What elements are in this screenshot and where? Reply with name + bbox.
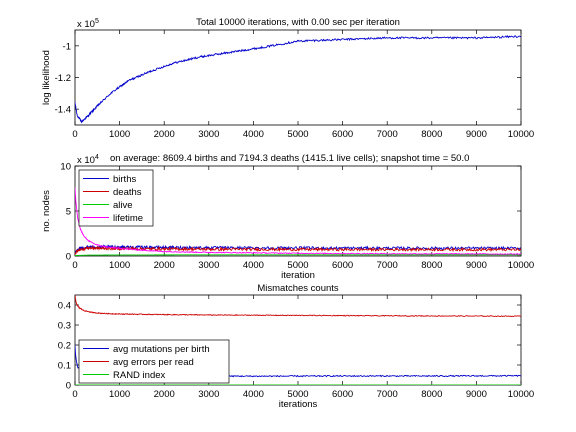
x-tick-label: 2000 [154, 389, 175, 400]
x-tick-label: 10000 [508, 389, 534, 400]
x-tick-label: 8000 [421, 260, 442, 271]
x-tick-label: 3000 [198, 260, 219, 271]
legend: births deaths alive lifetime [78, 169, 154, 227]
legend-label: lifetime [113, 213, 143, 224]
plot-area [74, 29, 522, 126]
x-tick-label: 9000 [466, 389, 487, 400]
y-tick-label: -1.2 [55, 73, 71, 84]
x-tick-label: 6000 [332, 129, 353, 140]
series-line-deaths [75, 245, 521, 256]
y-tick-label: 0.4 [58, 301, 71, 312]
x-tick-label: 4000 [243, 389, 264, 400]
x-tick-label: 4000 [243, 260, 264, 271]
x-tick-label: 8000 [421, 129, 442, 140]
chart-3: 0 1000 2000 3000 4000 5000 6000 7000 8000 9000 100… [58, 283, 534, 410]
axis-exponent: x 105 [77, 18, 99, 30]
x-tick-label: 1000 [109, 389, 130, 400]
series-line-alive [75, 254, 521, 256]
x-tick-label: 9000 [466, 129, 487, 140]
y-tick-label: 0.3 [58, 321, 71, 332]
x-tick-label: 7000 [377, 389, 398, 400]
legend-box [78, 169, 154, 227]
x-tick-label: 5000 [287, 260, 308, 271]
y-tick-label: 0.1 [58, 361, 71, 372]
x-tick-label: 7000 [377, 260, 398, 271]
x-tick-label: 2000 [154, 129, 175, 140]
legend: avg mutations per birth avg errors per re… [78, 339, 230, 384]
legend-label: avg mutations per birth [113, 344, 210, 355]
series-line-avg-errors-per-read [75, 295, 521, 318]
legend-label: births [113, 174, 136, 185]
x-tick-label: 8000 [421, 389, 442, 400]
y-tick-label: 0 [66, 252, 71, 263]
x-tick-label: 6000 [332, 260, 353, 271]
y-axis-label: log likelihood [41, 50, 52, 105]
x-axis-label: iterations [279, 399, 318, 410]
x-tick-label: 0 [72, 389, 77, 400]
x-tick-label: 5000 [287, 389, 308, 400]
chart-title: Mismatches counts [257, 283, 339, 294]
x-tick-label: 9000 [466, 260, 487, 271]
chart-title: Total 10000 iterations, with 0.00 sec pe… [196, 17, 400, 28]
axis-exponent: x 104 [77, 154, 99, 166]
legend-label: deaths [113, 187, 142, 198]
x-tick-label: 10000 [508, 129, 534, 140]
x-tick-label: 5000 [287, 129, 308, 140]
x-tick-label: 6000 [332, 389, 353, 400]
y-tick-label: 0 [66, 381, 71, 392]
x-tick-label: 1000 [109, 129, 130, 140]
y-tick-label: -1 [63, 41, 71, 52]
x-tick-label: 3000 [198, 129, 219, 140]
x-tick-label: 10000 [508, 260, 534, 271]
chart-2: 0 1000 2000 3000 4000 5000 6000 7000 8000 9000 100… [41, 153, 534, 281]
x-tick-label: 7000 [377, 129, 398, 140]
x-tick-label: 3000 [198, 389, 219, 400]
x-tick-label: 2000 [154, 260, 175, 271]
legend-label: avg errors per read [113, 357, 194, 368]
legend-label: alive [113, 200, 133, 211]
series-line-1 [75, 35, 521, 124]
x-axis-label: iteration [281, 270, 315, 281]
series-line-lifetime [75, 187, 521, 255]
y-tick-label: 5 [66, 207, 71, 218]
chart-1: 0 1000 2000 3000 4000 5000 6000 7000 8000 9000 100… [41, 17, 534, 140]
x-tick-label: 0 [72, 129, 77, 140]
x-tick-label: 4000 [243, 129, 264, 140]
legend-label: RAND index [113, 370, 166, 381]
chart-title: on average: 8609.4 births and 7194.3 dea… [110, 153, 469, 164]
y-tick-label: 10 [60, 162, 71, 173]
y-tick-label: 0.2 [58, 341, 71, 352]
x-tick-label: 1000 [109, 260, 130, 271]
y-axis-label: no. nodes [41, 190, 52, 232]
y-tick-label: -1.4 [55, 105, 71, 116]
x-tick-label: 0 [72, 260, 77, 271]
